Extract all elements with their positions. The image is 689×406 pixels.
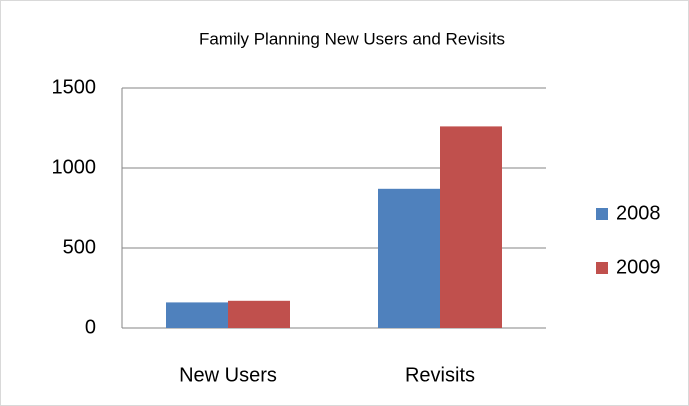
legend-swatch [596,208,608,220]
bar [440,126,502,329]
chart-title: Family Planning New Users and Revisits [199,29,505,48]
y-tick-label: 1500 [52,76,97,98]
y-tick-label: 0 [85,316,96,338]
legend-swatch [596,262,608,274]
legend-label: 2008 [616,202,661,224]
x-tick-label: Revisits [405,364,475,386]
y-tick-label: 1000 [52,156,97,178]
bar [378,188,440,328]
bar [228,300,290,328]
bar [166,302,228,328]
y-tick-label: 500 [63,236,96,258]
x-tick-label: New Users [179,364,277,386]
legend-label: 2009 [616,256,661,278]
